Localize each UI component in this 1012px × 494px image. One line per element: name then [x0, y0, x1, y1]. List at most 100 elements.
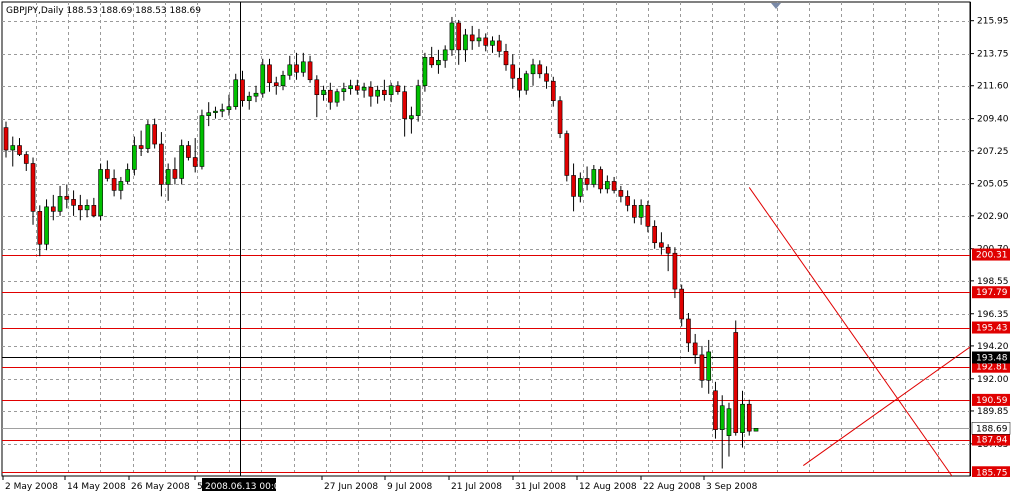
plot-area — [1, 1, 971, 477]
candle-body — [30, 163, 36, 212]
price-tick-label: 202.90 — [977, 212, 1009, 222]
candle-body — [172, 169, 178, 179]
candle-body — [165, 169, 171, 185]
candle-body — [10, 145, 16, 151]
candle — [564, 130, 570, 182]
candle — [740, 390, 745, 448]
candle-body — [611, 181, 617, 191]
crosshair-time-label: 2008.06.13 00:00 — [205, 482, 286, 492]
candle-body — [314, 79, 320, 96]
candle-body — [361, 86, 367, 91]
candle-body — [50, 206, 56, 212]
candle — [679, 284, 685, 327]
candle-body — [409, 115, 414, 119]
candle — [368, 81, 374, 107]
trend-line — [748, 187, 953, 477]
candle-body — [368, 86, 374, 97]
price-axis-panel — [971, 0, 1012, 494]
price-tick-label: 213.75 — [977, 50, 1009, 60]
candle-body — [355, 85, 360, 91]
candle — [260, 58, 266, 98]
candle-body — [537, 64, 543, 75]
time-tick-label: 9 Jul 2008 — [387, 482, 432, 492]
candle-body — [713, 390, 718, 430]
candle-body — [64, 196, 70, 200]
candle-body — [159, 143, 164, 185]
candle-body — [625, 196, 630, 206]
candle-body — [523, 73, 529, 91]
candle-body — [226, 106, 232, 110]
candle-body — [517, 77, 522, 91]
candle-body — [645, 205, 651, 227]
candle — [692, 333, 698, 364]
candle-body — [699, 354, 705, 381]
candle — [490, 36, 495, 53]
candle — [402, 85, 407, 137]
candle-body — [125, 169, 130, 182]
candle — [733, 320, 739, 436]
candle-body — [98, 169, 103, 217]
candle — [591, 164, 597, 188]
candle — [395, 81, 401, 95]
candle-body — [429, 57, 435, 66]
candle — [145, 120, 151, 154]
candle — [37, 205, 43, 257]
candle-body — [287, 64, 293, 76]
price-tick-label: 196.35 — [977, 310, 1009, 320]
candle-body — [422, 57, 428, 87]
candle-body — [503, 51, 509, 66]
candle-body — [402, 91, 407, 119]
candle — [84, 199, 90, 218]
level-price-label: 187.94 — [976, 436, 1008, 446]
candle — [294, 52, 299, 80]
candle-body — [199, 115, 205, 167]
candle — [557, 96, 563, 139]
candle-body — [307, 61, 313, 81]
candle-body — [476, 37, 482, 42]
candle-body — [213, 110, 218, 113]
candle — [719, 395, 725, 469]
price-tick-label: 215.95 — [977, 17, 1009, 27]
candle-body — [679, 288, 685, 320]
time-tick-label: 14 May 2008 — [67, 482, 126, 492]
candle-body — [395, 85, 401, 93]
chart-shift-marker — [771, 3, 781, 9]
candle — [659, 232, 664, 255]
candle-body — [273, 82, 279, 87]
candle — [577, 172, 583, 203]
candle — [638, 199, 644, 225]
candle — [159, 132, 164, 197]
candle — [50, 194, 56, 221]
candle — [422, 52, 428, 92]
candle — [618, 185, 624, 203]
candle — [253, 85, 259, 103]
candle-body — [672, 252, 678, 290]
candle-body — [84, 205, 90, 211]
candle-body — [375, 89, 380, 97]
candle-body — [382, 89, 387, 96]
candle — [571, 163, 576, 212]
candle-body — [598, 169, 603, 190]
candle — [699, 345, 705, 388]
candle — [652, 220, 657, 249]
level-price-tag — [972, 360, 1010, 373]
candle — [375, 85, 380, 104]
candle-body — [686, 318, 691, 344]
candle-body — [746, 403, 752, 432]
candle — [186, 141, 191, 161]
candle-body — [449, 22, 455, 51]
candle — [355, 79, 360, 95]
candle-body — [557, 100, 563, 134]
candle-body — [577, 178, 583, 197]
candle — [341, 82, 347, 101]
time-tick-label: 12 Aug 2008 — [579, 482, 637, 492]
candle-body — [321, 89, 326, 96]
candle — [476, 28, 482, 47]
candle-body — [186, 145, 191, 158]
candle-body — [483, 37, 489, 46]
candle — [152, 118, 157, 149]
candle-body — [246, 95, 252, 101]
candle — [409, 106, 414, 134]
